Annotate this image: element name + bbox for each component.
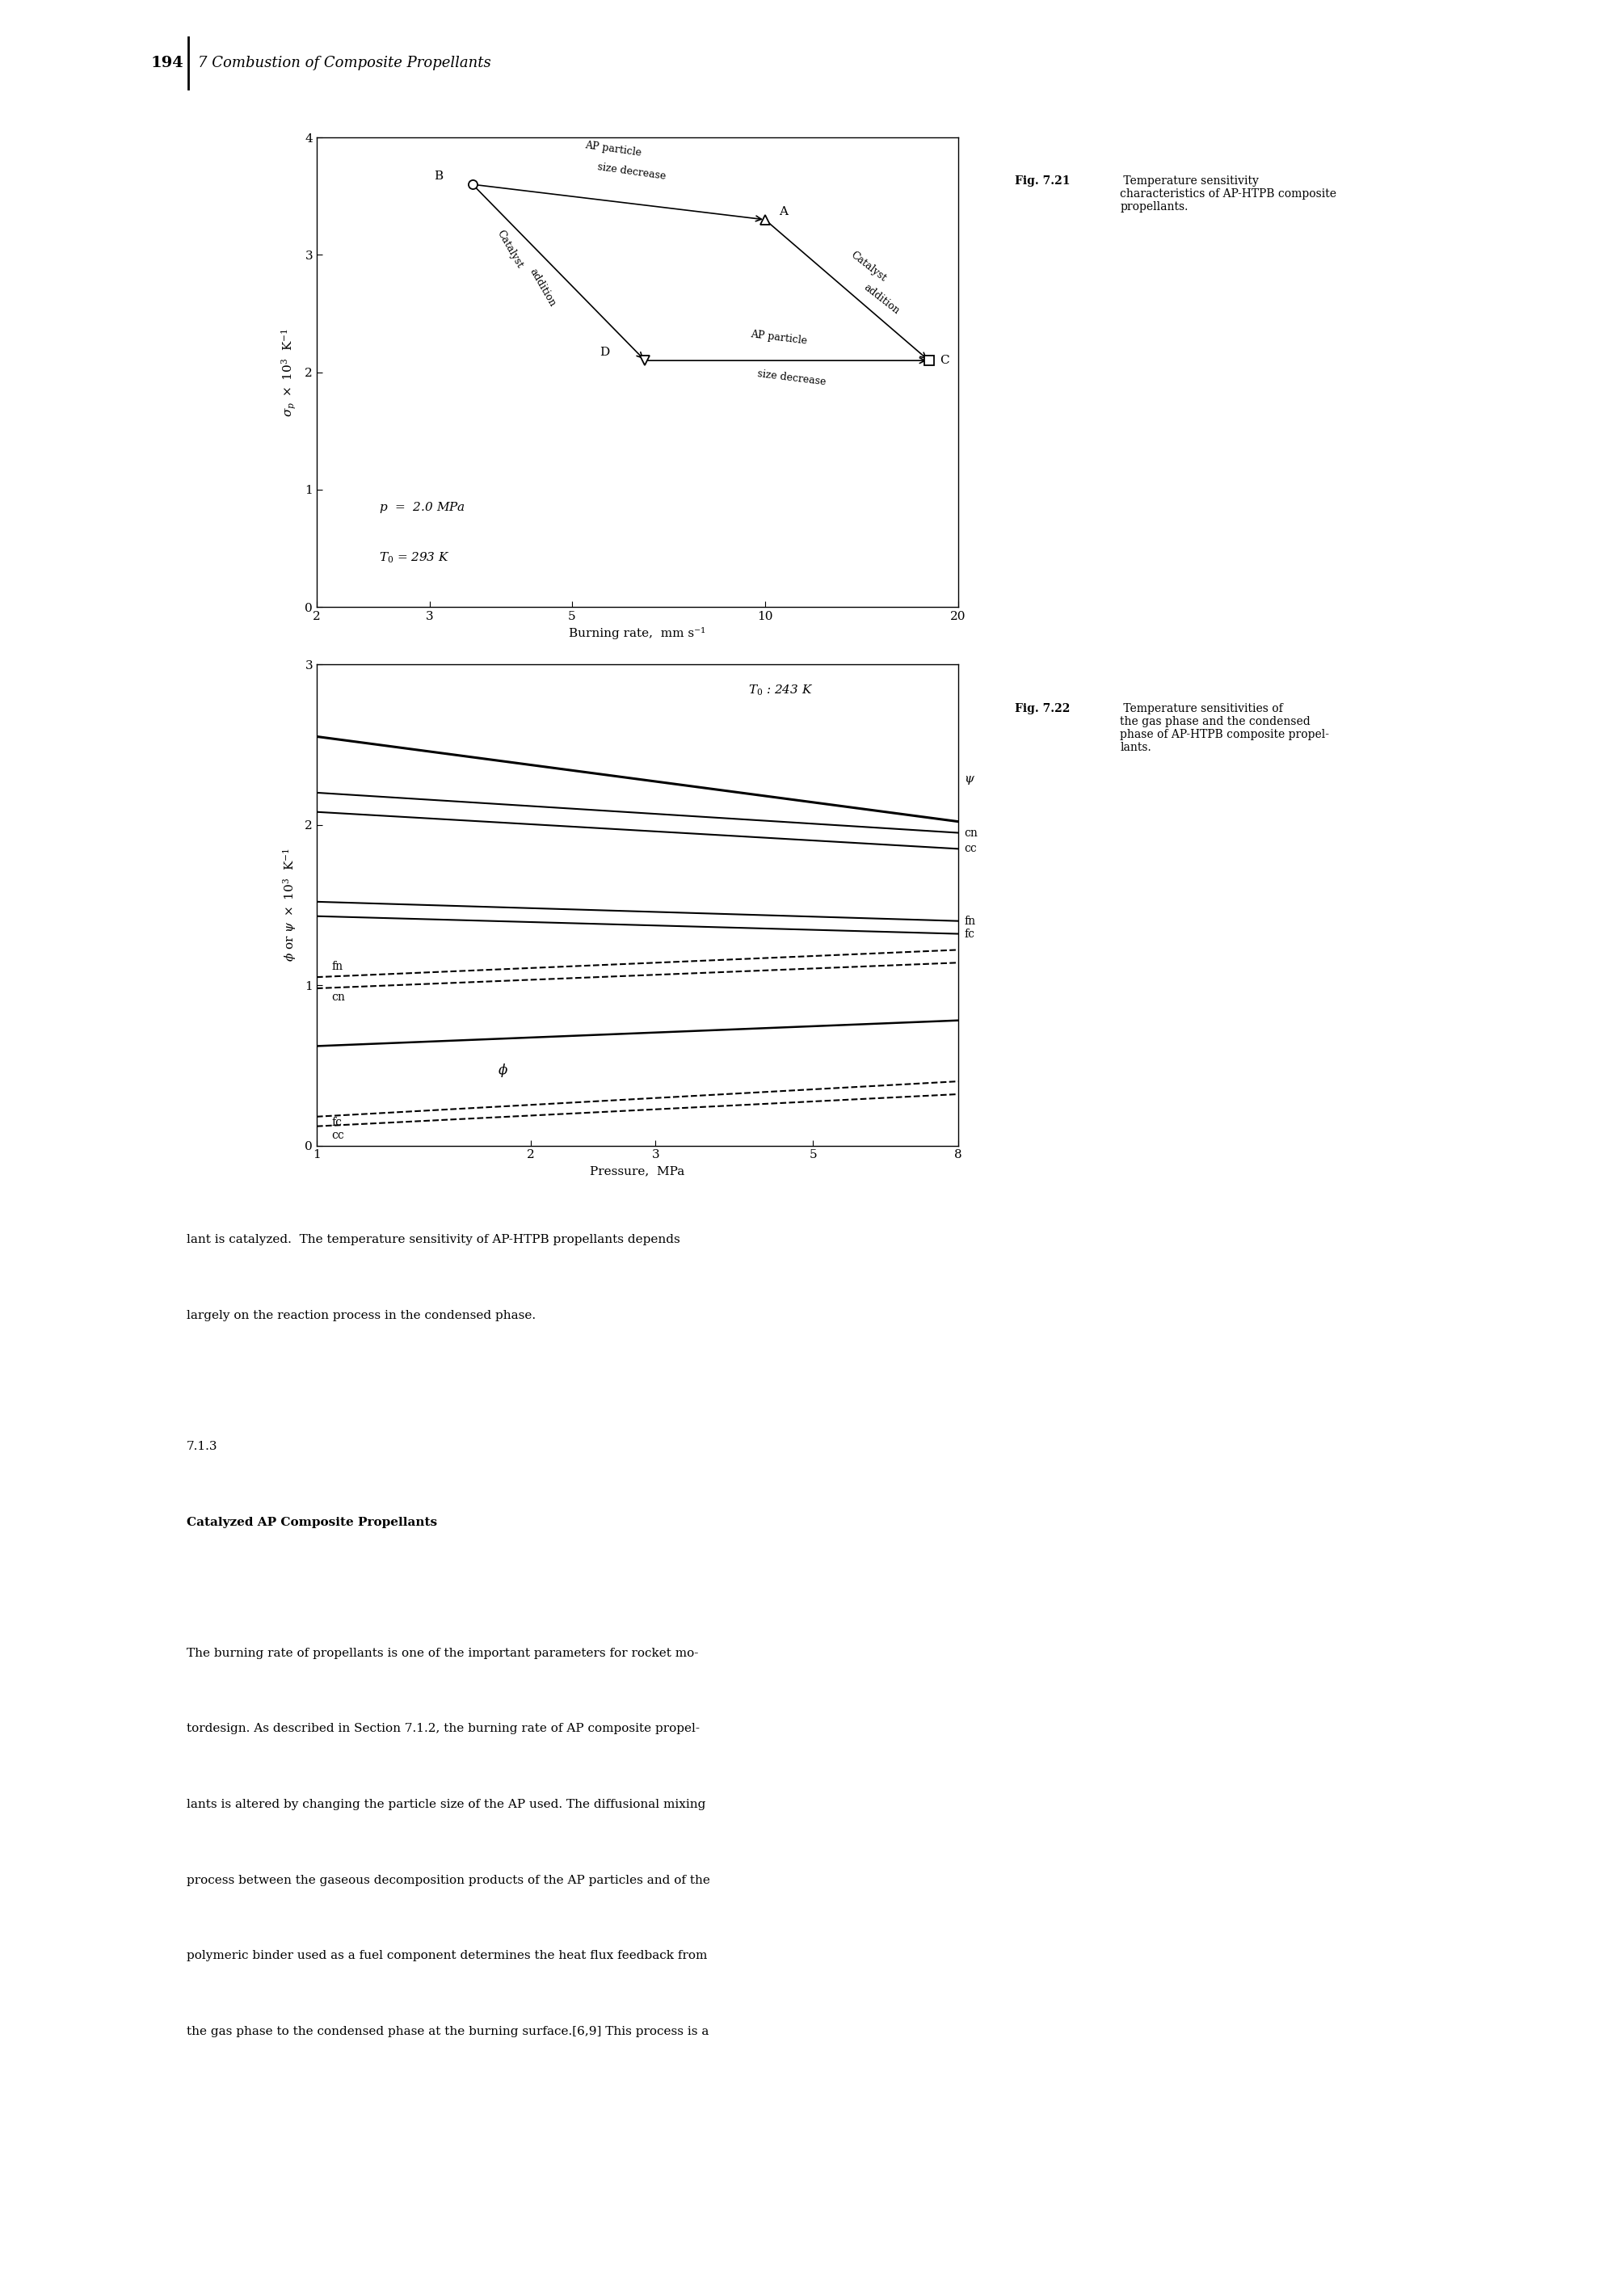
Text: AP particle: AP particle — [585, 140, 641, 158]
Text: cn: cn — [965, 827, 978, 839]
Text: Catalyst: Catalyst — [495, 229, 525, 270]
Text: process between the gaseous decomposition products of the AP particles and of th: process between the gaseous decompositio… — [187, 1874, 710, 1885]
Text: B: B — [434, 172, 443, 181]
Text: 194: 194 — [151, 55, 184, 71]
Text: 7 Combustion of Composite Propellants: 7 Combustion of Composite Propellants — [198, 55, 490, 71]
Text: fc: fc — [331, 1116, 343, 1127]
Text: size decrease: size decrease — [598, 163, 667, 181]
Text: $p$  =  2.0 MPa: $p$ = 2.0 MPa — [378, 499, 466, 515]
Text: $\psi$: $\psi$ — [965, 774, 976, 786]
Y-axis label: $\sigma_p\ \times\ 10^3\ \ \mathrm{K}^{-1}$: $\sigma_p\ \times\ 10^3\ \ \mathrm{K}^{-… — [281, 328, 299, 417]
Text: cn: cn — [331, 992, 346, 1003]
Text: fn: fn — [965, 916, 976, 926]
Text: tordesign. As described in Section 7.1.2, the burning rate of AP composite prope: tordesign. As described in Section 7.1.2… — [187, 1723, 700, 1734]
Y-axis label: $\phi\ \mathrm{or}\ \psi\ \times\ 10^3\ \ \mathrm{K}^{-1}$: $\phi\ \mathrm{or}\ \psi\ \times\ 10^3\ … — [281, 848, 299, 962]
Text: addition: addition — [862, 282, 901, 316]
Text: polymeric binder used as a fuel component determines the heat flux feedback from: polymeric binder used as a fuel componen… — [187, 1950, 708, 1961]
Text: $T_0$ = 293 K: $T_0$ = 293 K — [378, 550, 450, 566]
Text: cc: cc — [965, 843, 976, 855]
X-axis label: Pressure,  MPa: Pressure, MPa — [590, 1166, 685, 1178]
Text: AP particle: AP particle — [750, 330, 807, 346]
X-axis label: Burning rate,  mm s⁻¹: Burning rate, mm s⁻¹ — [568, 628, 706, 639]
Text: size decrease: size decrease — [757, 369, 827, 387]
Text: Fig. 7.21: Fig. 7.21 — [1015, 174, 1070, 186]
Text: largely on the reaction process in the condensed phase.: largely on the reaction process in the c… — [187, 1310, 536, 1322]
Text: fc: fc — [965, 928, 974, 939]
Text: D: D — [599, 346, 609, 357]
Text: Temperature sensitivities of
the gas phase and the condensed
phase of AP-HTPB co: Temperature sensitivities of the gas pha… — [1121, 703, 1330, 754]
Text: 7.1.3: 7.1.3 — [187, 1441, 218, 1452]
Text: Temperature sensitivity
characteristics of AP-HTPB composite
propellants.: Temperature sensitivity characteristics … — [1121, 174, 1337, 213]
Text: C: C — [940, 355, 948, 367]
Text: $\phi$: $\phi$ — [499, 1063, 508, 1079]
Text: Catalyst: Catalyst — [849, 250, 888, 284]
Text: Catalyzed AP Composite Propellants: Catalyzed AP Composite Propellants — [187, 1517, 437, 1528]
Text: fn: fn — [331, 960, 343, 971]
Text: cc: cc — [331, 1129, 344, 1141]
Text: Fig. 7.22: Fig. 7.22 — [1015, 703, 1070, 715]
Text: lants is altered by changing the particle size of the AP used. The diffusional m: lants is altered by changing the particl… — [187, 1798, 706, 1810]
Text: A: A — [778, 206, 788, 218]
Text: The burning rate of propellants is one of the important parameters for rocket mo: The burning rate of propellants is one o… — [187, 1647, 698, 1659]
Text: $T_0$ : 243 K: $T_0$ : 243 K — [749, 683, 814, 699]
Text: the gas phase to the condensed phase at the burning surface.[6,9] This process i: the gas phase to the condensed phase at … — [187, 2025, 710, 2037]
Text: lant is catalyzed.  The temperature sensitivity of AP-HTPB propellants depends: lant is catalyzed. The temperature sensi… — [187, 1235, 680, 1246]
Text: addition: addition — [528, 266, 557, 309]
